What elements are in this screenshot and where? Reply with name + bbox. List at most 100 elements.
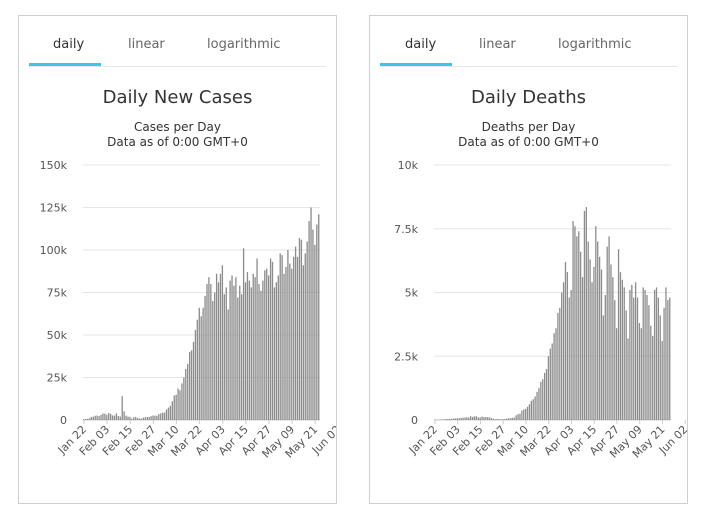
- data-bar: [517, 414, 519, 420]
- data-bar: [655, 287, 658, 420]
- data-bar: [102, 413, 104, 420]
- tab-logarithmic[interactable]: logarithmic: [558, 37, 632, 52]
- data-bar: [215, 273, 218, 420]
- data-bar: [162, 412, 164, 420]
- data-bar: [606, 246, 608, 420]
- data-bar: [600, 269, 603, 420]
- data-bar: [534, 396, 536, 420]
- data-bar: [572, 221, 574, 420]
- tab-linear[interactable]: linear: [479, 37, 516, 52]
- data-bar: [646, 295, 648, 420]
- data-bar: [587, 241, 589, 420]
- data-bar: [121, 396, 123, 420]
- data-bar: [519, 413, 521, 420]
- data-bar: [610, 264, 612, 420]
- data-bar: [233, 285, 235, 420]
- data-bar: [543, 372, 546, 420]
- data-bar: [445, 419, 447, 420]
- data-bar: [302, 265, 304, 420]
- data-bar: [204, 295, 206, 420]
- data-bar: [210, 284, 212, 420]
- data-bar: [449, 418, 451, 420]
- y-tick-label: 25k: [47, 372, 68, 385]
- data-bar: [466, 417, 468, 420]
- data-bar: [525, 408, 527, 420]
- data-bar: [561, 292, 563, 420]
- data-bar: [597, 241, 599, 420]
- data-bar: [125, 415, 127, 420]
- data-bar: [144, 417, 146, 420]
- data-bar: [173, 395, 175, 420]
- data-bar: [94, 415, 96, 420]
- data-bar: [536, 391, 538, 420]
- data-bar: [513, 417, 515, 420]
- active-tab-indicator: [380, 63, 452, 66]
- data-bar: [156, 415, 158, 420]
- data-bar: [557, 312, 559, 420]
- data-bar: [528, 404, 531, 420]
- data-bar: [254, 277, 256, 420]
- data-bar: [612, 277, 614, 420]
- data-bar: [146, 416, 148, 420]
- data-bar: [468, 417, 470, 420]
- data-bar: [640, 328, 642, 420]
- data-bar: [283, 273, 285, 420]
- data-bar: [502, 419, 504, 420]
- data-bar: [551, 343, 553, 420]
- data-bar: [452, 418, 455, 420]
- y-tick-label: 0: [411, 414, 418, 427]
- data-bar: [185, 369, 187, 420]
- data-bar: [595, 226, 597, 420]
- data-bar: [187, 363, 189, 420]
- data-bar: [123, 411, 125, 420]
- data-bar: [108, 413, 110, 420]
- data-bar: [88, 418, 91, 420]
- tab-daily[interactable]: daily: [405, 37, 437, 52]
- data-bar: [260, 290, 262, 420]
- data-bar: [629, 289, 631, 420]
- cases-chart-panel: daily linear logarithmic Daily New Cases…: [18, 15, 337, 504]
- y-tick-label: 7.5k: [394, 223, 418, 236]
- data-bar: [84, 418, 87, 420]
- data-bar: [470, 416, 472, 420]
- data-bar: [119, 416, 121, 420]
- data-bar: [479, 417, 481, 420]
- data-bar: [150, 416, 152, 420]
- tab-daily[interactable]: daily: [53, 37, 85, 52]
- data-bar: [135, 417, 137, 420]
- data-bar: [294, 246, 297, 420]
- data-bar: [235, 277, 237, 420]
- data-bar: [570, 289, 572, 420]
- data-bar: [638, 323, 641, 420]
- data-bar: [504, 418, 506, 420]
- data-bar: [167, 407, 170, 420]
- data-bar: [555, 328, 557, 420]
- data-bar: [642, 287, 644, 420]
- data-bar: [566, 272, 569, 420]
- data-bar: [136, 417, 139, 420]
- data-bar: [481, 416, 483, 420]
- data-bar: [602, 315, 605, 420]
- data-bar: [90, 416, 93, 420]
- data-bar: [659, 315, 661, 420]
- chart-title: Daily New Cases: [102, 87, 253, 108]
- data-bar: [229, 280, 231, 420]
- tab-linear[interactable]: linear: [128, 37, 165, 52]
- y-tick-label: 150k: [40, 159, 68, 172]
- data-bar: [591, 282, 593, 420]
- data-bar: [160, 413, 162, 420]
- data-bar: [138, 418, 141, 420]
- data-bar: [608, 236, 610, 420]
- data-bar: [576, 236, 578, 420]
- data-bar: [454, 418, 457, 420]
- y-tick-label: 75k: [47, 287, 68, 300]
- data-bar: [100, 414, 102, 420]
- y-tick-label: 5k: [405, 287, 419, 300]
- data-bar: [241, 294, 243, 420]
- data-bar: [179, 390, 181, 420]
- data-bar: [127, 416, 129, 420]
- data-bar: [298, 238, 301, 420]
- tab-logarithmic[interactable]: logarithmic: [207, 37, 281, 52]
- data-bar: [214, 292, 216, 420]
- data-bar: [562, 282, 565, 420]
